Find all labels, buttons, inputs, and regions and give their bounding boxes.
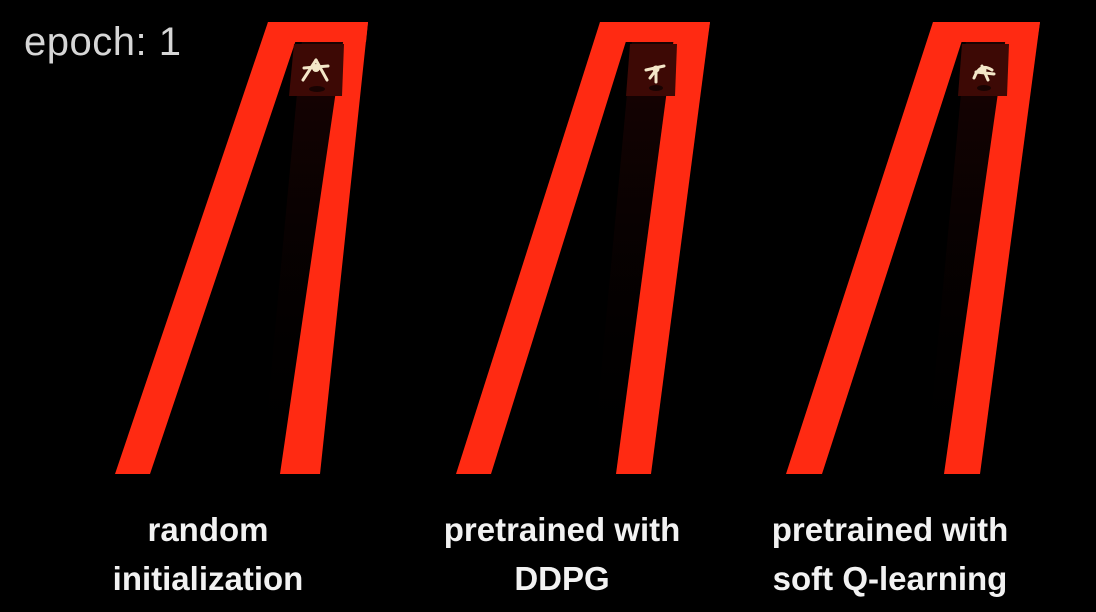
maze-left-wall: [786, 22, 968, 474]
caption-line: random: [147, 511, 269, 548]
maze-left-wall: [115, 22, 302, 474]
caption-pretrained-soft-q-learning: pretrained with soft Q-learning: [730, 505, 1050, 603]
maze-shadow: [262, 40, 346, 470]
maze-random: [115, 22, 368, 474]
agent-shadow: [649, 85, 663, 91]
maze-ddpg: [456, 22, 710, 474]
maze-left-wall: [456, 22, 632, 474]
agent-shadow: [977, 85, 991, 91]
ant-agent: [301, 58, 330, 82]
maze-shadow: [592, 40, 676, 470]
ant-agent: [972, 64, 996, 82]
agent-shadow: [309, 86, 325, 92]
caption-pretrained-ddpg: pretrained with DDPG: [402, 505, 722, 603]
caption-random-initialization: random initialization: [48, 505, 368, 603]
caption-line: pretrained with: [771, 511, 1009, 548]
maze-top-wall: [264, 22, 368, 42]
maze-top-wall: [596, 22, 710, 42]
maze-right-wall: [944, 22, 1040, 474]
ant-agent: [644, 64, 666, 84]
maze-sql: [786, 22, 1040, 474]
caption-line: initialization: [112, 560, 304, 597]
caption-line: soft Q-learning: [772, 560, 1008, 597]
epoch-label: epoch: 1: [24, 20, 182, 64]
maze-shadow: [926, 40, 1008, 470]
maze-top-wall: [929, 22, 1040, 42]
maze-right-wall: [280, 22, 368, 474]
caption-line: pretrained with: [443, 511, 681, 548]
caption-line: DDPG: [514, 560, 610, 597]
maze-right-wall: [616, 22, 710, 474]
